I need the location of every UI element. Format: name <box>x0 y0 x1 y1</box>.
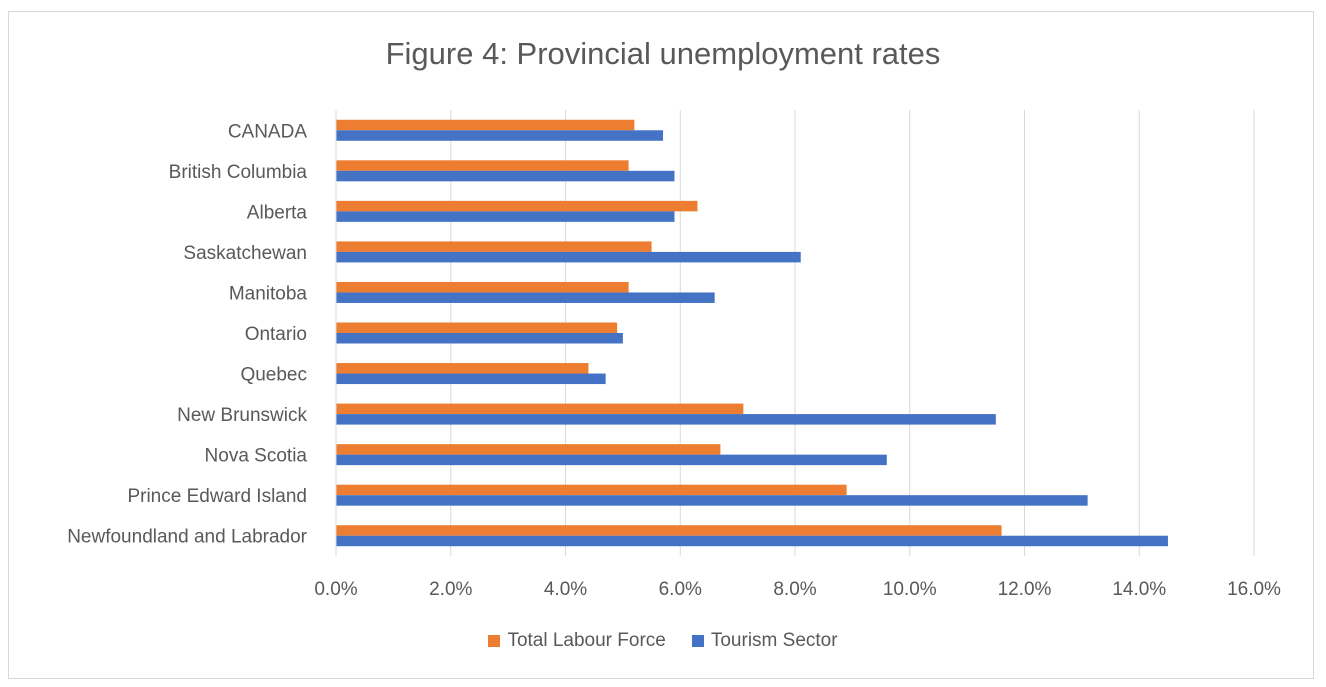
gridlines <box>450 110 1255 556</box>
bar-total-labour-force-newfoundland-and-labrador <box>336 525 1002 536</box>
legend-swatch-total-labour-force <box>488 635 501 647</box>
legend-label-total-labour-force: Total Labour Force <box>507 630 666 651</box>
bar-total-labour-force-nova-scotia <box>336 444 721 455</box>
category-label-british-columbia: British Columbia <box>169 162 308 183</box>
bar-total-labour-force-quebec <box>336 363 589 374</box>
x-tick-label: 0.0% <box>314 579 357 600</box>
x-tick-label: 12.0% <box>998 579 1052 600</box>
category-labels: CANADA British Columbia Alberta Saskatchewa… <box>67 121 307 547</box>
bar-total-labour-force-ontario <box>336 322 618 333</box>
x-tick-label: 2.0% <box>429 579 472 600</box>
chart-frame <box>8 11 1314 679</box>
bar-tourism-sector-prince-edward-island <box>336 495 1088 506</box>
x-tick-label: 8.0% <box>773 579 816 600</box>
legend-swatch-tourism-sector <box>691 635 704 647</box>
x-tick-label: 6.0% <box>659 579 702 600</box>
category-label-alberta: Alberta <box>247 202 308 223</box>
legend-label-tourism-sector: Tourism Sector <box>710 630 838 651</box>
category-label-nova-scotia: Nova Scotia <box>205 446 308 467</box>
category-label-manitoba: Manitoba <box>229 283 308 304</box>
bar-total-labour-force-british-columbia <box>336 160 629 171</box>
bar-tourism-sector-new-brunswick <box>336 414 996 425</box>
category-label-saskatchewan: Saskatchewan <box>183 243 307 264</box>
category-label-ontario: Ontario <box>245 324 307 345</box>
x-tick-label: 10.0% <box>883 579 937 600</box>
x-tick-label: 16.0% <box>1227 579 1281 600</box>
x-tick-label: 14.0% <box>1112 579 1166 600</box>
legend-item-total-labour-force: Total Labour Force <box>488 630 666 652</box>
bar-tourism-sector-british-columbia <box>336 170 675 182</box>
category-label-canada: CANADA <box>228 121 308 142</box>
x-tick-label: 4.0% <box>544 579 587 600</box>
category-label-newfoundland-and-labrador: Newfoundland and Labrador <box>67 527 307 548</box>
bar-total-labour-force-alberta <box>336 200 698 212</box>
bar-tourism-sector-quebec <box>336 373 606 385</box>
bar-tourism-sector-manitoba <box>336 292 715 303</box>
category-label-quebec: Quebec <box>240 365 307 386</box>
category-label-new-brunswick: New Brunswick <box>177 405 307 426</box>
bar-tourism-sector-canada <box>336 130 664 141</box>
bars <box>336 119 1168 547</box>
bar-total-labour-force-saskatchewan <box>336 241 652 252</box>
x-tick-labels: 0.0% 2.0% 4.0% 6.0% 8.0% 10.0% 12.0% 14.0% 16.0% <box>314 579 1281 600</box>
chart-title: Figure 4: Provincial unemployment rates <box>385 36 941 71</box>
bar-total-labour-force-canada <box>336 119 635 131</box>
bar-tourism-sector-saskatchewan <box>336 251 801 263</box>
bar-total-labour-force-prince-edward-island <box>336 484 847 496</box>
bar-tourism-sector-newfoundland-and-labrador <box>336 535 1168 547</box>
bar-tourism-sector-alberta <box>336 211 675 222</box>
category-label-prince-edward-island: Prince Edward Island <box>127 486 307 507</box>
legend: Total Labour Force Tourism Sector <box>0 630 1326 652</box>
legend-item-tourism-sector: Tourism Sector <box>691 630 838 652</box>
bar-total-labour-force-manitoba <box>336 281 629 293</box>
bar-tourism-sector-nova-scotia <box>336 454 887 466</box>
bar-total-labour-force-new-brunswick <box>336 403 744 415</box>
bar-tourism-sector-ontario <box>336 333 623 344</box>
